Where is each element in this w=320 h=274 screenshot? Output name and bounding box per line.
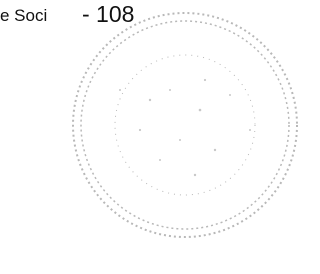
seal-inner-ring	[81, 21, 289, 229]
seal-speckle	[119, 79, 251, 176]
text-fragment: e Soci	[0, 6, 47, 26]
seal-center-ring	[115, 55, 255, 195]
page: e Soci - 108 (() => { const data = JSON.…	[0, 0, 300, 274]
page-number: - 108	[82, 1, 134, 28]
seal-outer-ring	[73, 13, 297, 237]
stamp	[0, 0, 300, 274]
seal	[73, 13, 297, 237]
